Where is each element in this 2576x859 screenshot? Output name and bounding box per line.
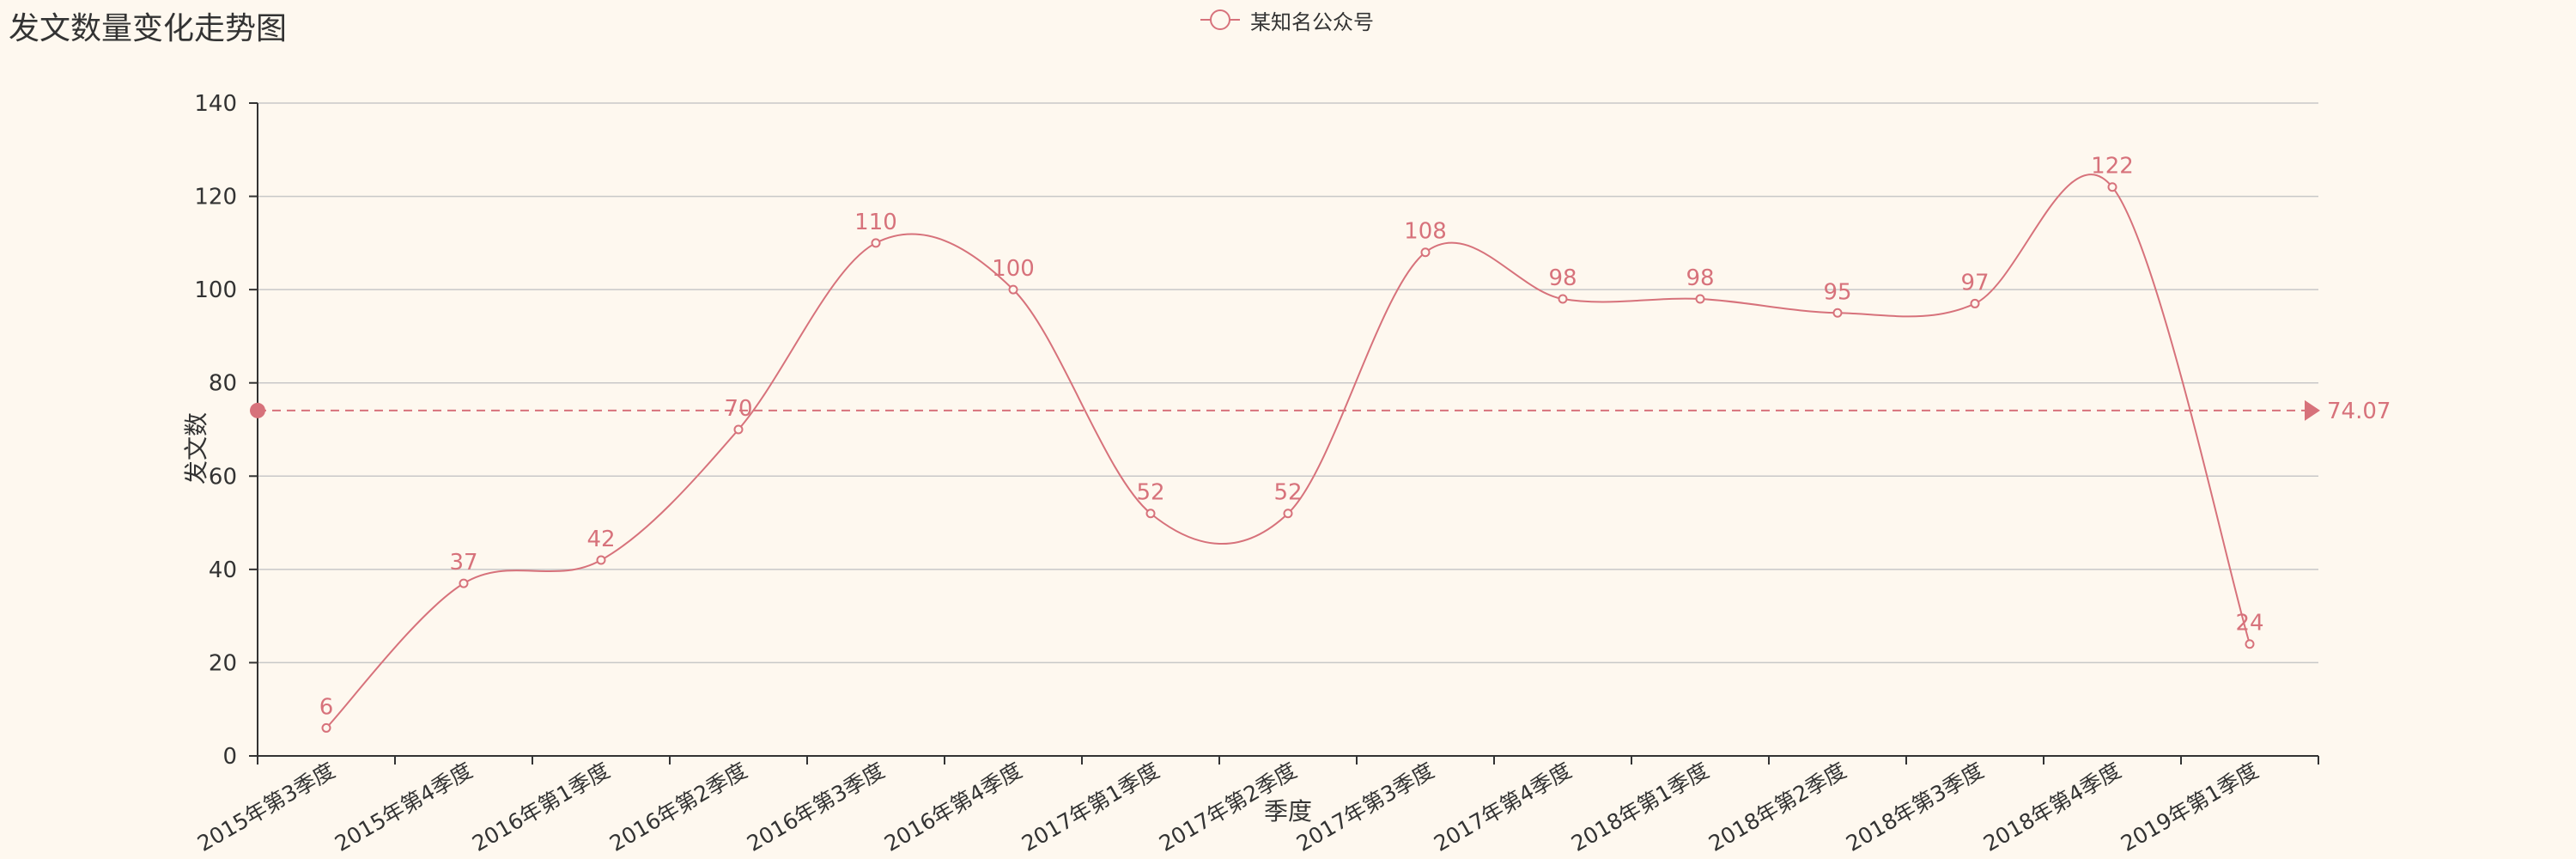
legend[interactable]: 某知名公众号 <box>1200 3 1374 36</box>
data-point <box>1832 308 1843 318</box>
series-line <box>325 174 2251 729</box>
data-point <box>1970 298 1980 308</box>
y-tick-label: 100 <box>194 277 237 303</box>
data-point <box>1008 284 1018 295</box>
x-tick-label: 2018年第1季度 <box>1567 758 1713 856</box>
x-tick-label: 2017年第4季度 <box>1430 758 1576 856</box>
y-tick-label: 60 <box>209 464 237 490</box>
data-label: 24 <box>2235 611 2263 637</box>
y-tick-label: 40 <box>209 557 237 583</box>
y-axis-title: 发文数 <box>182 412 210 484</box>
data-point <box>1283 509 1293 519</box>
x-axis-title: 季度 <box>1264 797 1312 825</box>
y-tick-label: 20 <box>209 650 237 676</box>
data-point <box>596 555 606 565</box>
data-label: 6 <box>319 694 334 720</box>
data-label: 110 <box>854 210 897 235</box>
data-label: 37 <box>449 550 477 576</box>
data-label: 97 <box>1960 270 1989 295</box>
legend-label: 某知名公众号 <box>1250 9 1374 34</box>
data-label: 98 <box>1686 265 1714 291</box>
data-point <box>871 238 881 248</box>
data-point <box>321 722 331 733</box>
data-label: 70 <box>724 396 752 422</box>
x-tick-label: 2016年第4季度 <box>880 758 1026 856</box>
data-label: 95 <box>1823 279 1851 305</box>
x-tick-label: 2018年第4季度 <box>1979 758 2125 856</box>
y-tick-label: 80 <box>209 371 237 397</box>
y-tick-label: 0 <box>222 744 237 770</box>
average-line-arrow-icon <box>2305 399 2320 421</box>
data-label: 108 <box>1404 219 1447 245</box>
data-point <box>1695 294 1705 304</box>
data-point <box>459 578 469 588</box>
data-label: 100 <box>992 256 1035 282</box>
legend-marker-icon <box>1200 9 1240 30</box>
x-tick-label: 2016年第1季度 <box>468 758 614 856</box>
data-label: 52 <box>1136 480 1164 506</box>
average-line-start-marker <box>250 402 265 418</box>
data-point <box>1558 294 1568 304</box>
x-tick-label: 2017年第3季度 <box>1292 758 1438 856</box>
average-line-label: 74.07 <box>2327 399 2391 424</box>
x-tick-label: 2018年第3季度 <box>1842 758 1988 856</box>
data-point <box>1420 247 1431 258</box>
x-tick-label: 2015年第4季度 <box>331 758 477 856</box>
x-tick-label: 2016年第2季度 <box>605 758 751 856</box>
data-label: 52 <box>1273 480 1302 506</box>
data-point <box>1145 509 1156 519</box>
y-tick-label: 120 <box>194 185 237 210</box>
x-tick-label: 2017年第1季度 <box>1018 758 1163 856</box>
data-label: 42 <box>586 527 615 552</box>
x-tick-label: 2018年第2季度 <box>1704 758 1850 856</box>
y-tick-label: 140 <box>194 91 237 117</box>
data-point <box>2107 182 2117 192</box>
data-point <box>2245 639 2255 649</box>
chart-title: 发文数量变化走势图 <box>9 11 288 46</box>
x-tick-label: 2016年第3季度 <box>743 758 889 856</box>
data-label: 98 <box>1548 265 1577 291</box>
data-point <box>733 424 744 435</box>
data-label: 122 <box>2091 154 2134 180</box>
x-tick-label: 2015年第3季度 <box>193 758 339 856</box>
x-tick-label: 2019年第1季度 <box>2117 758 2263 856</box>
